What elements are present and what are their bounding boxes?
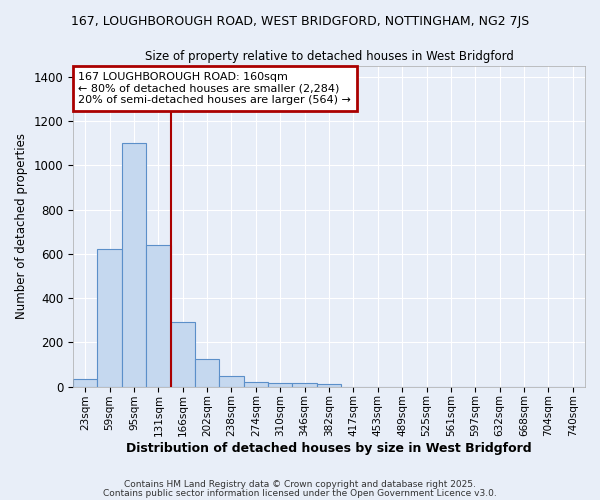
Y-axis label: Number of detached properties: Number of detached properties [15, 133, 28, 319]
Bar [97, 250, 122, 386]
X-axis label: Distribution of detached houses by size in West Bridgford: Distribution of detached houses by size … [126, 442, 532, 455]
Bar [317, 384, 341, 386]
Bar [195, 359, 220, 386]
Text: Contains public sector information licensed under the Open Government Licence v3: Contains public sector information licen… [103, 488, 497, 498]
Bar [244, 382, 268, 386]
Bar [170, 322, 195, 386]
Bar [73, 379, 97, 386]
Bar [292, 384, 317, 386]
Text: 167 LOUGHBOROUGH ROAD: 160sqm
← 80% of detached houses are smaller (2,284)
20% o: 167 LOUGHBOROUGH ROAD: 160sqm ← 80% of d… [78, 72, 351, 105]
Text: 167, LOUGHBOROUGH ROAD, WEST BRIDGFORD, NOTTINGHAM, NG2 7JS: 167, LOUGHBOROUGH ROAD, WEST BRIDGFORD, … [71, 15, 529, 28]
Bar [146, 245, 170, 386]
Bar [122, 143, 146, 386]
Text: Contains HM Land Registry data © Crown copyright and database right 2025.: Contains HM Land Registry data © Crown c… [124, 480, 476, 489]
Bar [220, 376, 244, 386]
Title: Size of property relative to detached houses in West Bridgford: Size of property relative to detached ho… [145, 50, 514, 63]
Bar [268, 384, 292, 386]
